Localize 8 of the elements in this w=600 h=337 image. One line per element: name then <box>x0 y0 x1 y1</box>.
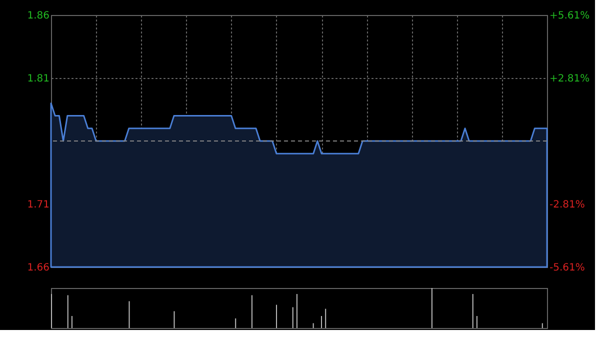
y2-tick-label: -5.61% <box>550 262 585 274</box>
y2-tick-label: -2.81% <box>550 200 585 211</box>
y2-tick-label: +2.81% <box>550 73 590 84</box>
y-tick-label: 1.81 <box>27 74 50 84</box>
y-tick-label: 1.71 <box>27 200 50 210</box>
y2-tick-label: +5.61% <box>550 10 590 22</box>
y-tick-label: 1.66 <box>27 262 50 274</box>
y-tick-label: 1.86 <box>27 10 50 22</box>
